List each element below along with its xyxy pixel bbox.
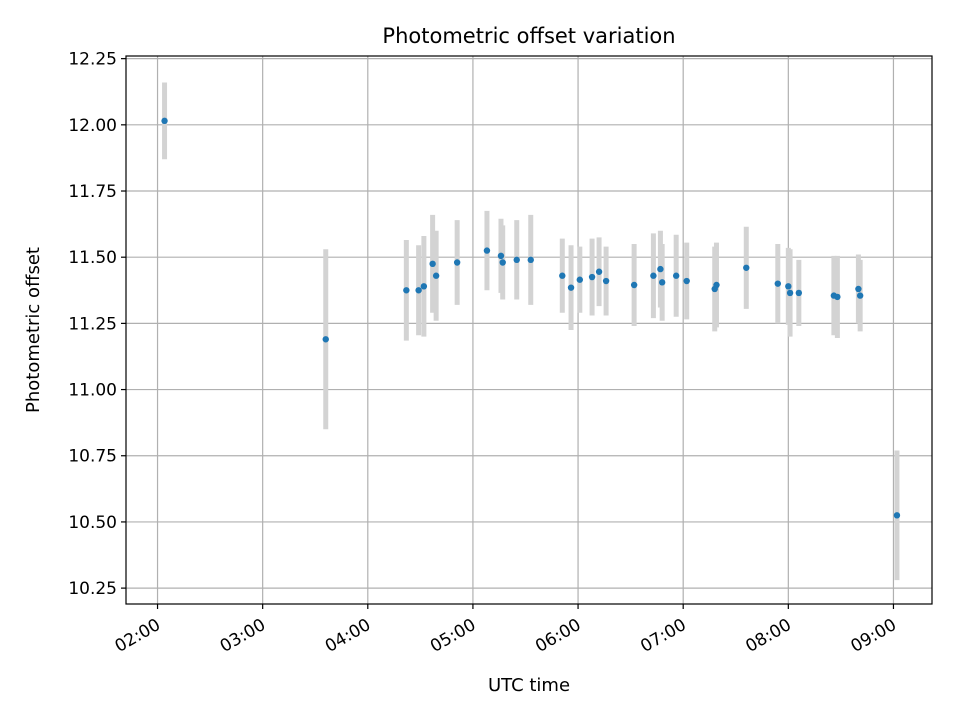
y-axis: 10.25 10.50 10.75 11.00 11.25 11.50 11.75 12.00… (68, 50, 126, 599)
x-axis-label: UTC time (488, 675, 570, 696)
data-point (856, 292, 864, 299)
data-point (588, 273, 596, 281)
data-point (559, 272, 566, 279)
y-tick-label: 12.25 (68, 50, 117, 70)
data-point (786, 289, 794, 297)
y-tick-label: 11.25 (68, 314, 117, 334)
y-tick-label: 10.25 (68, 579, 117, 599)
y-tick-label: 10.75 (68, 447, 117, 467)
y-tick-label: 11.00 (68, 381, 117, 401)
data-point (658, 279, 666, 286)
data-point (795, 289, 803, 297)
chart-title: Photometric offset variation (382, 24, 675, 48)
data-points (161, 117, 901, 519)
data-point (567, 284, 575, 291)
data-point (743, 264, 750, 271)
data-point (657, 265, 664, 273)
data-point (650, 272, 657, 279)
y-axis-label: Photometric offset (23, 247, 44, 413)
data-point (855, 285, 862, 293)
y-tick-label: 11.50 (68, 248, 117, 268)
data-point (834, 293, 841, 301)
data-point (322, 336, 329, 343)
data-point (602, 277, 610, 285)
data-point (893, 512, 901, 519)
data-point (415, 287, 422, 294)
data-point (453, 259, 461, 266)
data-point (713, 281, 720, 289)
data-point (432, 272, 440, 279)
data-point (161, 117, 168, 125)
data-point (672, 272, 680, 279)
data-point (429, 260, 436, 268)
y-tick-label: 12.00 (68, 116, 117, 136)
data-point (576, 276, 584, 283)
data-point (630, 281, 638, 289)
y-tick-label: 11.75 (68, 182, 117, 202)
data-point (403, 287, 410, 294)
data-point (497, 252, 505, 260)
data-point (483, 247, 491, 254)
data-point (785, 283, 792, 290)
data-point (774, 280, 782, 287)
data-point (527, 256, 534, 264)
data-point (420, 283, 428, 290)
plot-frame (125, 55, 933, 605)
data-point (499, 259, 506, 266)
y-tick-label: 10.50 (68, 513, 117, 533)
data-point (595, 268, 603, 275)
data-point (683, 277, 690, 285)
data-point (513, 256, 520, 264)
